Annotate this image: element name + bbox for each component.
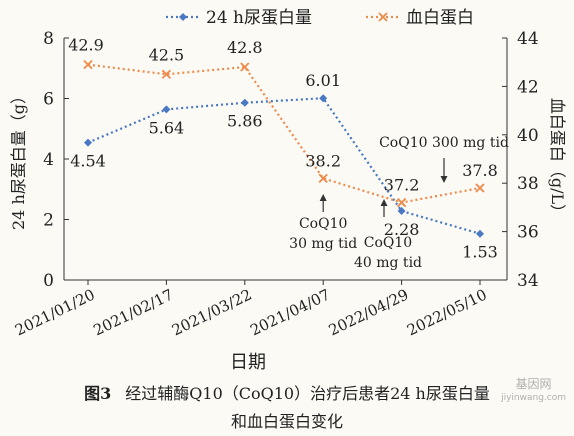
data-label: 38.2: [305, 151, 341, 170]
series-line-2: [87, 63, 481, 204]
annotation-text: CoQ10: [299, 216, 347, 232]
data-point: [240, 62, 250, 72]
data-label: 5.86: [227, 112, 263, 131]
data-point: [397, 207, 406, 216]
data-label: 6.01: [305, 71, 341, 90]
right-tick-label: 40: [517, 126, 539, 146]
legend-label-2: 血白蛋白: [406, 8, 474, 28]
left-tick-label: 0: [43, 271, 54, 291]
data-point: [162, 105, 171, 114]
data-label: 1.53: [462, 243, 498, 262]
right-tick-label: 44: [517, 29, 539, 49]
annotations: CoQ10 30 mg tid CoQ10 40 mg tid CoQ10 300 mg…: [289, 135, 509, 271]
data-labels: 4.54 5.64 5.86 6.01 2.28 1.53 42.9 42.5 42.8 38.2…: [68, 36, 498, 262]
legend-label-1: 24 h尿蛋白量: [206, 8, 312, 28]
x-tick-label: 2022/04/29: [326, 285, 412, 339]
data-label: 37.8: [462, 161, 498, 180]
data-point: [83, 59, 93, 70]
right-axis-title: 血白蛋白（g/L）: [548, 98, 567, 220]
figure-caption-line1: 图3 经过辅酶Q10（CoQ10）治疗后患者24 h尿蛋白量: [0, 380, 574, 404]
data-label: 2.28: [384, 220, 420, 239]
left-axis-title: 24 h尿蛋白量（g）: [9, 88, 28, 230]
watermark: 基因网 jiyinwang.com: [501, 377, 566, 405]
legend-marker-1: [179, 13, 187, 21]
data-point: [161, 69, 172, 79]
axes: 024683436384042442021/01/202021/02/17202…: [9, 29, 567, 373]
figure-label: 图3: [84, 384, 112, 403]
right-tick-label: 42: [517, 77, 539, 97]
x-tick-label: 2022/05/10: [404, 285, 490, 339]
right-tick-label: 38: [517, 174, 539, 194]
x-tick-label: 2021/03/22: [169, 285, 255, 339]
data-label: 5.64: [149, 118, 185, 137]
series-line-1: [87, 97, 481, 235]
caption-text-1: 经过辅酶Q10（CoQ10）治疗后患者24 h尿蛋白量: [125, 384, 490, 403]
data-point: [240, 98, 249, 107]
data-point: [319, 94, 328, 103]
right-tick-label: 34: [517, 271, 539, 291]
left-tick-label: 2: [43, 211, 54, 231]
watermark-text: 基因网: [515, 377, 552, 391]
left-tick-label: 6: [43, 90, 54, 110]
data-label: 37.2: [384, 176, 420, 195]
data-point: [396, 197, 407, 208]
annotation-arrowhead: [440, 176, 448, 183]
watermark-url: jiyinwang.com: [501, 393, 566, 403]
annotation-text: CoQ10: [364, 235, 412, 251]
left-tick-label: 8: [43, 29, 54, 49]
data-label: 42.9: [68, 36, 104, 55]
data-point: [84, 138, 92, 147]
data-label: 4.54: [70, 152, 106, 171]
figure-caption-line2: 和血白蛋白变化: [230, 412, 343, 431]
chart: 024683436384042442021/01/202021/02/17202…: [9, 8, 567, 373]
annotation-arrowhead: [380, 199, 388, 206]
annotation-text: 30 mg tid: [289, 236, 357, 252]
data-point: [476, 229, 484, 238]
left-tick-label: 4: [43, 150, 54, 170]
data-label: 42.5: [149, 45, 185, 64]
annotation-arrowhead: [319, 194, 327, 201]
data-point: [318, 173, 328, 183]
legend: 24 h尿蛋白量 血白蛋白: [166, 8, 474, 28]
annotation-text: CoQ10 300 mg tid: [379, 135, 509, 151]
series-layer: [83, 59, 485, 238]
legend-marker-2: [378, 12, 388, 22]
x-tick-label: 2021/01/20: [12, 285, 98, 339]
data-point: [475, 183, 485, 193]
data-label: 42.8: [227, 38, 263, 57]
right-tick-label: 36: [517, 223, 539, 243]
x-tick-label: 2021/04/07: [247, 285, 333, 339]
x-tick-label: 2021/02/17: [91, 285, 177, 339]
x-axis-title: 日期: [230, 352, 266, 373]
annotation-text: 40 mg tid: [354, 255, 422, 271]
